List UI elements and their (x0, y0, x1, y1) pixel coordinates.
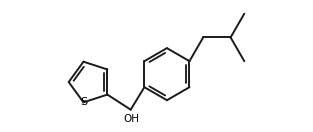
Text: OH: OH (123, 114, 139, 124)
Text: S: S (80, 97, 87, 107)
